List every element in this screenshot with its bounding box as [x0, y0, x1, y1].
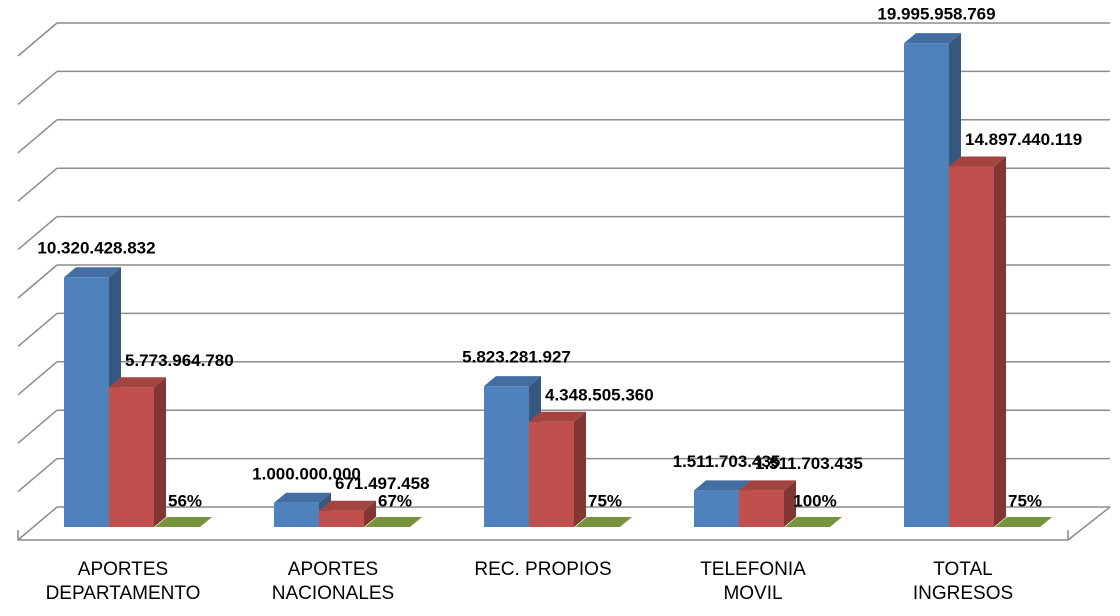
bar-top: [904, 33, 961, 44]
floor-edge: [17, 530, 1069, 541]
bar-front: [274, 502, 319, 527]
bar-front: [319, 510, 364, 527]
bar-front: [109, 387, 154, 527]
side-grid-line: [17, 264, 58, 299]
value-label: 671.497.458: [335, 474, 430, 493]
bar: [109, 377, 166, 527]
bar-side: [574, 411, 586, 527]
bar: [785, 517, 842, 527]
bar-top: [109, 377, 166, 388]
value-label: 4.348.505.360: [545, 385, 654, 404]
bar: [739, 480, 796, 527]
side-grid-line: [17, 361, 58, 396]
value-label: 5.823.281.927: [462, 348, 571, 367]
bar-top: [995, 517, 1052, 527]
value-label: 10.320.428.832: [37, 239, 155, 258]
bar-top: [484, 376, 541, 387]
bar-top: [739, 480, 796, 491]
bar-front: [484, 386, 529, 527]
bar-top: [575, 517, 632, 527]
bar-side: [154, 377, 166, 527]
side-grid-line: [17, 70, 58, 105]
bar: [155, 517, 212, 527]
bar-top: [155, 517, 212, 527]
floor-right: [1067, 506, 1111, 541]
bar-top: [949, 156, 1006, 167]
bar-top: [529, 411, 586, 422]
bar-top: [64, 267, 121, 278]
value-label: 5.773.964.780: [125, 351, 234, 370]
side-grid-line: [17, 216, 58, 251]
bar-side: [994, 156, 1006, 528]
bar: [365, 517, 422, 527]
bar: [529, 411, 586, 527]
side-grid-line: [17, 167, 58, 202]
value-label: 75%: [1008, 491, 1042, 510]
bar-front: [64, 277, 109, 527]
bar-top: [319, 500, 376, 511]
bar-side: [364, 500, 376, 527]
side-grid-line: [17, 312, 58, 347]
x-tick-label: TOTAL INGRESOS: [912, 559, 1014, 604]
bar-front: [529, 421, 574, 527]
bar-top: [365, 517, 422, 527]
bar-top: [785, 517, 842, 527]
value-label: 1.511.703.435: [755, 454, 863, 473]
value-label: 19.995.958.769: [877, 5, 995, 24]
value-label: 1.000.000.000: [252, 464, 361, 483]
bar: [319, 500, 376, 527]
side-grid-line: [17, 119, 58, 154]
bar-front: [739, 490, 784, 527]
bar: [575, 517, 632, 527]
bar-front: [904, 43, 949, 527]
bar-top: [274, 492, 331, 503]
x-tick-label: REC. PROPIOS: [474, 559, 612, 580]
x-tick-label: APORTES DEPARTAMENTO: [45, 559, 201, 604]
side-grid-line: [17, 506, 58, 541]
side-grid-line: [17, 409, 58, 444]
bar-top: [694, 480, 751, 491]
bar: [949, 156, 1006, 528]
bar: [995, 517, 1052, 527]
bar-front: [949, 166, 994, 528]
x-tick-label: TELEFONIA MOVIL: [700, 559, 806, 604]
value-label: 14.897.440.119: [965, 130, 1082, 149]
side-grid-line: [17, 458, 58, 493]
bar-side: [784, 480, 796, 527]
x-tick-label: APORTES NACIONALES: [271, 559, 395, 604]
value-label: 56%: [168, 491, 202, 510]
value-label: 67%: [378, 491, 412, 510]
value-label: 75%: [588, 491, 622, 510]
bar-front: [694, 490, 739, 527]
value-label: 1.511.703.435: [673, 452, 781, 471]
side-grid-line: [17, 22, 58, 57]
value-label: 100%: [793, 491, 836, 510]
